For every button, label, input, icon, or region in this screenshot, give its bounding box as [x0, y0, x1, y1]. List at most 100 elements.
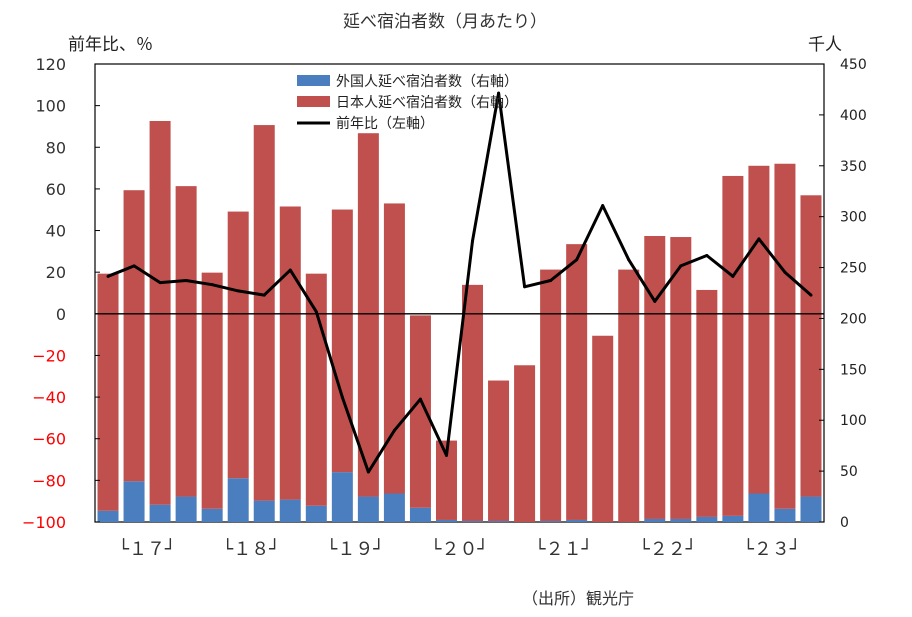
right-axis-label: 千人 — [808, 35, 842, 55]
bar-foreign — [97, 510, 119, 522]
bar-foreign — [331, 472, 353, 522]
bar-japanese — [97, 273, 119, 511]
yoy-point — [340, 395, 344, 399]
bar-japanese — [279, 206, 301, 500]
bar-japanese — [227, 211, 249, 479]
yoy-point — [523, 285, 527, 289]
yoy-point — [653, 299, 657, 303]
bar-foreign — [696, 516, 718, 522]
x-group-label: └２０┘ — [431, 538, 489, 560]
right-tick-label: 350 — [840, 159, 867, 175]
bar-foreign — [383, 493, 405, 522]
x-group-label: └２１┘ — [535, 538, 593, 560]
left-tick-label: 0 — [56, 305, 66, 324]
bar-foreign — [566, 519, 588, 522]
x-axis: └１７┘ └１８┘ └１９┘ └２０┘ └２１┘ └２２┘ └２３┘ — [118, 538, 801, 560]
left-axis: 120 100 80 60 40 20 0 −20 −40 −60 −80 −100 — [22, 55, 100, 532]
bar-foreign — [540, 520, 562, 522]
bar-japanese — [305, 273, 327, 506]
legend: 外国人延べ宿泊者数（右軸） 日本人延べ宿泊者数（右軸） 前年比（左軸） — [297, 73, 518, 132]
bar-japanese — [540, 269, 562, 521]
yoy-point — [601, 204, 605, 208]
left-tick-label: −40 — [32, 388, 66, 407]
bar-japanese — [618, 269, 640, 522]
yoy-point — [314, 310, 318, 314]
bar-foreign — [488, 520, 510, 522]
x-group-label: └２３┘ — [743, 538, 801, 560]
yoy-point — [392, 428, 396, 432]
bar-japanese — [592, 335, 614, 522]
right-tick-label: 450 — [840, 57, 867, 73]
right-tick-label: 50 — [840, 464, 858, 480]
yoy-point — [106, 274, 110, 278]
right-tick-label: 0 — [840, 515, 849, 531]
bar-japanese — [774, 163, 796, 509]
bar-japanese — [357, 133, 379, 497]
left-tick-label: 40 — [46, 222, 66, 241]
bar-foreign — [462, 520, 484, 522]
bar-japanese — [462, 284, 484, 521]
yoy-point — [549, 279, 553, 283]
bar-foreign — [279, 499, 301, 522]
bar-japanese — [175, 186, 197, 497]
yoy-point — [184, 279, 188, 283]
legend-label-yoy: 前年比（左軸） — [336, 115, 434, 132]
yoy-point — [783, 270, 787, 274]
yoy-point — [627, 258, 631, 262]
yoy-point — [731, 274, 735, 278]
bar-japanese — [696, 289, 718, 517]
bar-japanese — [670, 237, 692, 519]
yoy-point — [288, 268, 292, 272]
x-group-label: └１７┘ — [118, 538, 176, 560]
bar-foreign — [201, 508, 223, 522]
bar-foreign — [149, 504, 171, 522]
yoy-point — [262, 293, 266, 297]
yoy-points — [106, 91, 813, 474]
right-tick-label: 400 — [840, 108, 867, 124]
bar-japanese — [149, 120, 171, 505]
yoy-point — [210, 283, 214, 287]
yoy-point — [757, 237, 761, 241]
yoy-point — [679, 264, 683, 268]
yoy-point — [366, 470, 370, 474]
bar-foreign — [722, 515, 744, 522]
left-tick-label: 20 — [46, 263, 66, 282]
left-tick-label: 80 — [46, 138, 66, 157]
left-tick-label: −80 — [32, 471, 66, 490]
yoy-point — [236, 289, 240, 293]
legend-swatch-japanese — [297, 96, 330, 107]
bar-foreign — [357, 496, 379, 522]
bar-japanese — [383, 203, 405, 494]
legend-swatch-foreign — [297, 75, 330, 86]
left-axis-label: 前年比、％ — [68, 35, 153, 55]
bar-foreign — [409, 507, 431, 522]
left-tick-label: 60 — [46, 180, 66, 199]
chart-title: 延べ宿泊者数（月あたり） — [343, 12, 547, 32]
bar-foreign — [670, 518, 692, 522]
bar-japanese — [331, 209, 353, 473]
bar-foreign — [774, 508, 796, 522]
yoy-line — [107, 91, 812, 474]
bar-japanese — [722, 175, 744, 516]
bar-japanese — [488, 380, 510, 521]
left-tick-label: −60 — [32, 430, 66, 449]
legend-label-foreign: 外国人延べ宿泊者数（右軸） — [336, 73, 518, 90]
bar-foreign — [253, 500, 275, 522]
legend-label-japanese: 日本人延べ宿泊者数（右軸） — [336, 94, 518, 111]
right-tick-label: 250 — [840, 261, 867, 277]
bar-foreign — [644, 518, 666, 522]
bar-japanese — [644, 236, 666, 519]
x-group-label: └２２┘ — [639, 538, 697, 560]
right-tick-label: 150 — [840, 362, 867, 378]
left-tick-label: −100 — [22, 513, 66, 532]
bar-japanese — [253, 125, 275, 501]
yoy-point — [497, 91, 501, 95]
bar-japanese — [201, 272, 223, 509]
x-group-label: └１８┘ — [222, 538, 280, 560]
bar-japanese — [123, 190, 145, 482]
right-axis: 450 400 350 300 250 200 150 100 50 0 — [819, 57, 867, 531]
left-tick-label: 120 — [35, 55, 66, 74]
left-tick-label: −20 — [32, 346, 66, 365]
right-tick-label: 200 — [840, 311, 867, 327]
